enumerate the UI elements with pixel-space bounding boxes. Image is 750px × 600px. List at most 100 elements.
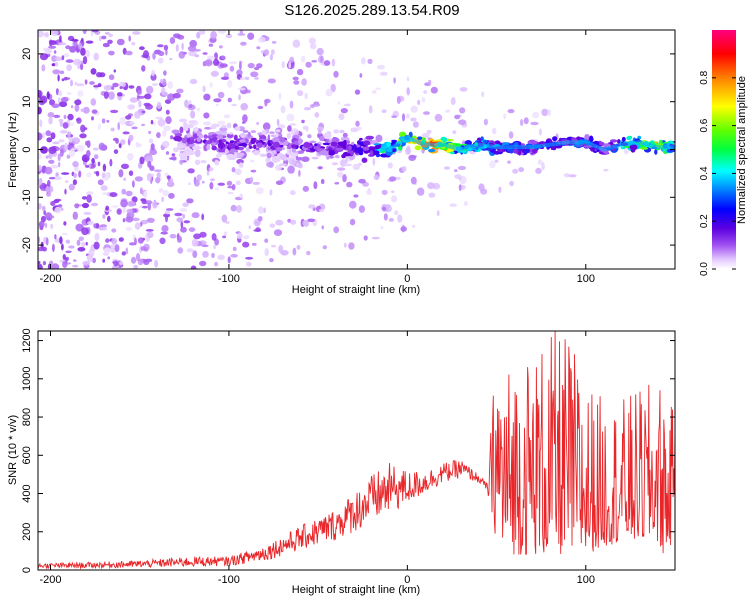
- heatmap-ridge-cell: [386, 141, 392, 147]
- heatmap-speckle: [330, 83, 336, 93]
- y-tick-label: 200: [21, 523, 33, 541]
- heatmap-speckle: [228, 61, 237, 65]
- heatmap-speckle: [81, 202, 90, 209]
- heatmap-speckle: [86, 254, 94, 262]
- heatmap-speckle: [252, 181, 260, 185]
- heatmap-speckle: [193, 233, 202, 240]
- heatmap-speckle: [165, 109, 170, 115]
- heatmap-speckle: [118, 237, 124, 242]
- y-tick-label: 0: [21, 567, 33, 573]
- heatmap-speckle: [39, 119, 43, 128]
- heatmap-ridge-cell: [290, 152, 299, 157]
- heatmap-speckle: [120, 199, 128, 208]
- heatmap-speckle: [371, 236, 380, 240]
- heatmap-ridge-cell: [255, 147, 260, 151]
- heatmap-speckle: [402, 113, 405, 122]
- heatmap-ridge-cell: [286, 145, 292, 150]
- heatmap-speckle: [359, 73, 363, 78]
- heatmap-ridge-cell: [343, 163, 353, 167]
- heatmap-speckle: [412, 224, 416, 228]
- heatmap-speckle: [126, 208, 134, 214]
- heatmap-speckle: [333, 70, 339, 78]
- heatmap-speckle: [95, 170, 100, 177]
- heatmap-speckle: [204, 59, 213, 67]
- heatmap-ridge-cell: [186, 138, 191, 143]
- heatmap-speckle: [162, 92, 168, 96]
- heatmap-speckle: [247, 62, 255, 69]
- heatmap-speckle: [135, 141, 140, 148]
- heatmap-speckle: [174, 212, 183, 217]
- heatmap-speckle: [85, 40, 94, 44]
- heatmap-speckle: [385, 204, 389, 213]
- heatmap-speckle: [129, 121, 135, 125]
- heatmap-speckle: [104, 32, 110, 35]
- heatmap-speckle: [57, 153, 61, 162]
- heatmap-speckle: [217, 254, 225, 260]
- heatmap-speckle: [187, 182, 192, 186]
- heatmap-speckle: [155, 176, 161, 184]
- heatmap-ridge-cell: [354, 147, 364, 154]
- heatmap-speckle: [250, 71, 259, 78]
- heatmap-speckle: [313, 181, 318, 190]
- heatmap-speckle: [308, 204, 316, 209]
- heatmap-ridge-cell: [335, 147, 345, 151]
- heatmap-speckle: [301, 78, 307, 86]
- heatmap-speckle: [458, 119, 467, 125]
- heatmap-speckle: [71, 39, 79, 42]
- heatmap-speckle: [143, 190, 148, 200]
- heatmap-speckle: [161, 140, 170, 148]
- heatmap-speckle: [146, 217, 155, 223]
- y-tick-label: 10: [21, 96, 33, 108]
- heatmap-speckle: [530, 121, 539, 126]
- heatmap-speckle: [82, 260, 90, 266]
- heatmap-speckle: [172, 92, 181, 99]
- figure-title: S126.2025.289.13.54.R09: [284, 2, 459, 19]
- heatmap-speckle: [250, 169, 257, 173]
- heatmap-speckle: [262, 122, 271, 131]
- heatmap-speckle: [434, 113, 443, 122]
- heatmap-ridge-cell: [497, 149, 506, 153]
- heatmap-speckle: [196, 174, 202, 181]
- heatmap-speckle: [128, 85, 135, 89]
- heatmap-speckle: [119, 261, 123, 266]
- heatmap-speckle: [60, 97, 69, 103]
- heatmap-speckle: [118, 142, 122, 149]
- heatmap-speckle: [65, 250, 72, 254]
- heatmap-speckle: [242, 130, 249, 133]
- heatmap-speckle: [308, 37, 316, 45]
- heatmap-speckle: [38, 261, 41, 265]
- heatmap-speckle: [201, 180, 205, 184]
- heatmap-speckle: [325, 88, 333, 97]
- heatmap-speckle: [103, 85, 112, 91]
- heatmap-speckle: [177, 235, 182, 243]
- heatmap-speckle: [229, 65, 235, 72]
- heatmap-speckle: [120, 139, 126, 146]
- heatmap-ridge-cell: [245, 147, 250, 152]
- heatmap-speckle: [381, 189, 388, 196]
- heatmap-speckle: [46, 137, 53, 143]
- x-tick-label: -200: [39, 273, 61, 285]
- heatmap-speckle: [366, 189, 372, 195]
- heatmap-speckle: [209, 82, 213, 88]
- heatmap-speckle: [59, 236, 63, 245]
- heatmap-speckle: [254, 77, 259, 80]
- heatmap-speckle: [128, 170, 134, 176]
- heatmap-speckle: [218, 45, 223, 49]
- heatmap-speckle: [237, 33, 246, 36]
- colorbar-axis: 0.0 0.2 0.4 0.6 0.8: [699, 70, 736, 276]
- heatmap-speckle: [373, 174, 380, 181]
- heatmap-speckle: [171, 156, 177, 161]
- heatmap-speckle: [298, 169, 301, 177]
- heatmap-speckle: [458, 184, 462, 192]
- heatmap-speckle: [240, 41, 247, 46]
- heatmap-speckle: [375, 134, 383, 143]
- heatmap-speckle: [237, 87, 246, 91]
- heatmap-speckle: [139, 156, 145, 165]
- heatmap-speckle: [107, 256, 110, 260]
- heatmap-speckle: [269, 258, 274, 263]
- heatmap-speckle: [58, 161, 61, 168]
- heatmap-speckle: [64, 188, 67, 195]
- heatmap-speckle: [170, 135, 174, 140]
- heatmap-speckle: [58, 90, 63, 97]
- heatmap-speckle: [412, 121, 419, 128]
